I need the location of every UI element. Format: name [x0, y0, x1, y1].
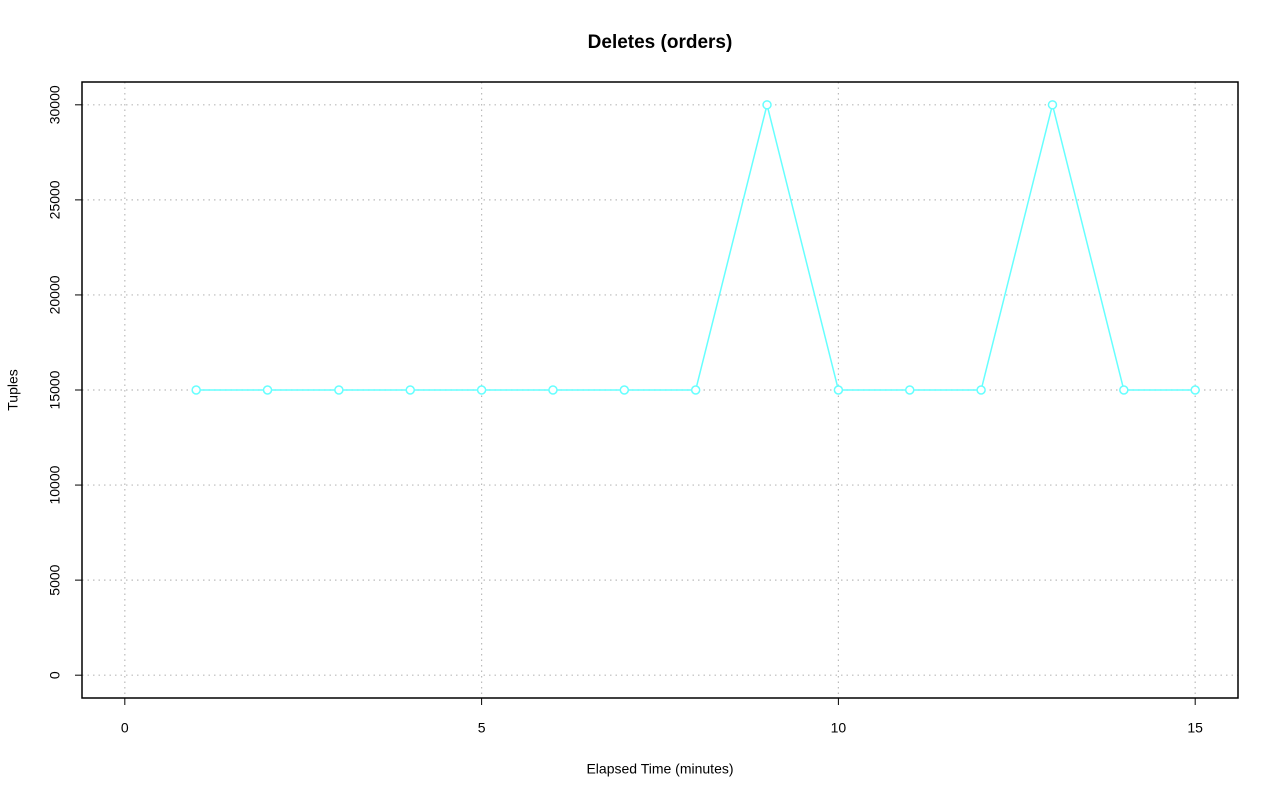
y-tick-label: 30000: [47, 85, 63, 124]
x-tick-label: 0: [121, 720, 129, 736]
x-axis-label: Elapsed Time (minutes): [586, 761, 733, 777]
data-point: [690, 385, 701, 395]
x-tick-label: 10: [831, 720, 847, 736]
y-tick-label: 10000: [47, 465, 63, 504]
data-point: [334, 385, 344, 395]
y-tick-label: 15000: [47, 370, 63, 409]
y-tick-label: 5000: [47, 564, 63, 595]
data-point: [905, 385, 915, 395]
data-point: [405, 385, 415, 395]
chart-title: Deletes (orders): [588, 32, 733, 53]
y-tick-label: 25000: [47, 180, 63, 219]
data-point: [1047, 100, 1058, 110]
data-point: [976, 385, 986, 395]
data-point: [476, 385, 487, 395]
data-point: [1190, 385, 1200, 395]
y-axis-label: Tuples: [5, 369, 21, 411]
data-point: [833, 385, 844, 395]
data-point: [619, 385, 630, 395]
plot-frame: [81, 81, 1239, 699]
y-tick-label: 0: [47, 671, 63, 679]
data-point: [262, 385, 273, 395]
data-point: [762, 100, 772, 110]
data-point: [548, 385, 558, 395]
data-point: [1119, 385, 1129, 395]
data-point: [191, 385, 201, 395]
y-tick-label: 20000: [47, 275, 63, 314]
x-tick-label: 5: [478, 720, 486, 736]
x-tick-label: 15: [1187, 720, 1203, 736]
